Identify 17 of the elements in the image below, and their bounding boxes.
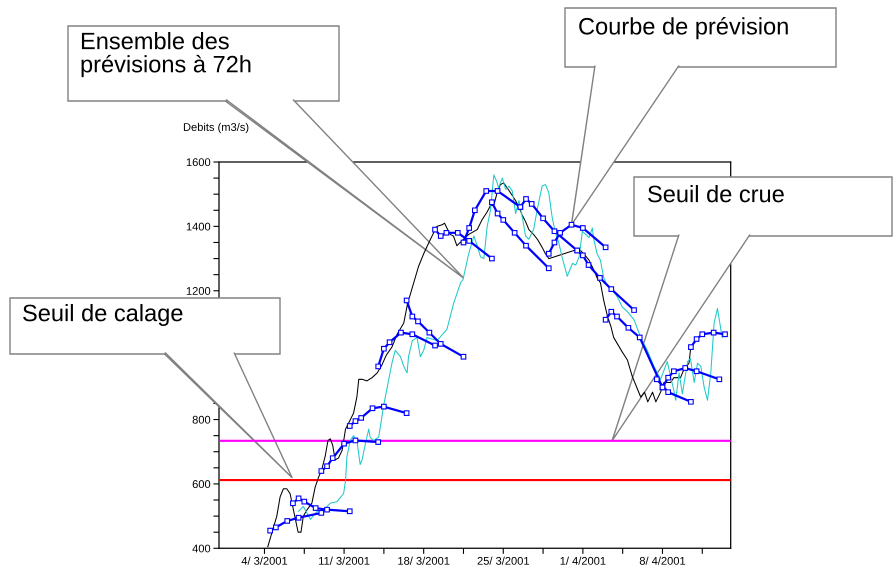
x-tick-label: 18/ 3/2001	[398, 556, 450, 565]
y-tick-label: 800	[192, 416, 210, 424]
y-axis-title: Debits (m3/s)	[184, 122, 248, 134]
y-tick-label: 400	[192, 544, 210, 552]
x-tick-label: 25/ 3/2001	[478, 556, 529, 565]
annotation: Ensemble des prévisions à 72h	[82, 32, 250, 78]
annotation: Seuil de calage	[23, 304, 182, 326]
annotation: Courbe de prévision	[579, 17, 788, 40]
y-tick-label: 1200	[186, 287, 210, 295]
x-tick-label: 11/ 3/2001	[319, 556, 370, 565]
y-tick-label: 600	[192, 480, 210, 488]
y-tick-label: 1400	[186, 222, 210, 231]
annotation: Seuil de crue	[648, 185, 784, 202]
x-tick-label: 4/ 3/2001	[242, 556, 288, 565]
x-tick-label: 8/ 4/2001	[640, 556, 686, 565]
y-tick-label: 1600	[186, 158, 210, 166]
x-tick-label: 1/ 4/2001	[560, 556, 606, 565]
